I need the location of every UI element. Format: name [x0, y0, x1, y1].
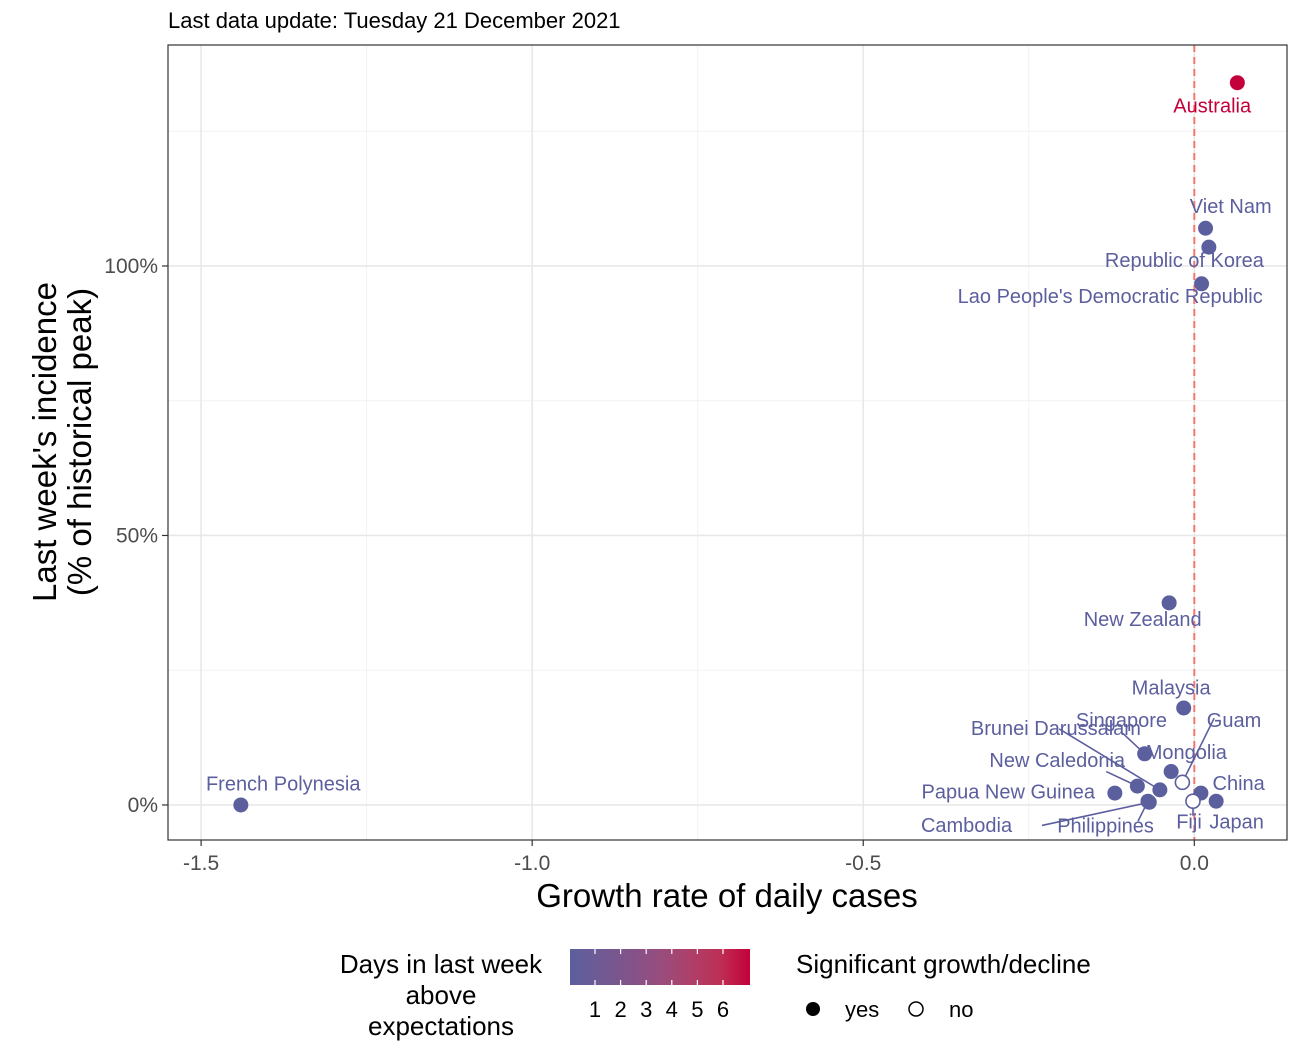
point-cambodia — [1141, 794, 1157, 810]
shape-legend-no-marker — [908, 1001, 924, 1017]
point-singapore — [1137, 746, 1153, 762]
shape-legend-yes-label: yes — [845, 997, 879, 1022]
point-mongolia — [1163, 764, 1179, 780]
shape-legend-items: yes no — [806, 997, 973, 1022]
x-axis-title: Growth rate of daily cases — [536, 877, 918, 914]
color-bar-label: 4 — [666, 997, 678, 1022]
y-axis-title-line2: (% of historical peak) — [61, 288, 98, 596]
color-legend-title-line2: above — [406, 980, 477, 1010]
leader-line-brunei-darussalam — [1058, 728, 1161, 791]
point-brunei-darussalam — [1152, 782, 1168, 798]
color-bar — [570, 949, 750, 985]
shape-legend-title: Significant growth/decline — [796, 949, 1091, 979]
chart-subtitle: Last data update: Tuesday 21 December 20… — [168, 8, 621, 33]
label-cambodia: Cambodia — [921, 815, 1013, 837]
shape-legend-yes-marker — [806, 1002, 820, 1016]
y-axis-title-line1: Last week's incidence — [26, 282, 63, 602]
point-republic-of-korea — [1201, 239, 1217, 255]
leader-line-cambodia — [1041, 801, 1150, 827]
plot-panel-border — [167, 44, 1288, 841]
label-malaysia: Malaysia — [1132, 677, 1212, 699]
x-tick-label: 0.0 — [1180, 852, 1209, 875]
label-new-caledonia: New Caledonia — [989, 750, 1126, 772]
color-legend-title-line1: Days in last week — [340, 949, 543, 979]
y-tick-label: 0% — [128, 794, 158, 817]
label-singapore: Singapore — [1076, 710, 1167, 732]
x-axis-ticks: -1.5 -1.0 -0.5 0.0 — [183, 840, 1209, 875]
point-japan — [1208, 793, 1224, 809]
label-china: China — [1213, 773, 1266, 795]
point-french-polynesia — [233, 797, 249, 813]
label-mongolia: Mongolia — [1146, 742, 1228, 764]
label-french-polynesia: French Polynesia — [206, 773, 361, 795]
x-tick-label: -1.5 — [183, 852, 219, 875]
color-bar-label: 1 — [589, 997, 601, 1022]
label-brunei-darussalam: Brunei Darussalam — [971, 718, 1141, 740]
point-guam — [1174, 774, 1191, 791]
data-points — [233, 75, 1245, 813]
y-axis-ticks: 0% 50% 100% — [104, 255, 168, 817]
leader-lines — [1041, 717, 1215, 827]
color-bar-label: 6 — [717, 997, 729, 1022]
point-labels: Australia Viet Nam Republic of Korea Lao Pe… — [206, 95, 1272, 837]
color-bar-label: 5 — [691, 997, 703, 1022]
y-tick-label: 100% — [104, 255, 158, 278]
leader-line-guam — [1181, 717, 1215, 783]
label-viet-nam: Viet Nam — [1190, 196, 1272, 218]
x-tick-label: -0.5 — [845, 852, 881, 875]
shape-legend-no-label: no — [949, 997, 973, 1022]
point-lao-people-s-democratic-republic — [1194, 276, 1210, 292]
label-papua-new-guinea: Papua New Guinea — [922, 781, 1096, 803]
color-legend-title: Days in last week above expectations — [340, 949, 543, 1041]
point-new-caledonia — [1129, 778, 1145, 794]
color-bar-gradient — [570, 949, 750, 985]
color-legend-title-line3: expectations — [368, 1011, 514, 1041]
point-viet-nam — [1198, 220, 1214, 236]
label-australia: Australia — [1173, 95, 1252, 117]
point-australia — [1229, 75, 1245, 91]
label-republic-of-korea: Republic of Korea — [1105, 250, 1265, 272]
color-bar-label: 2 — [614, 997, 626, 1022]
point-papua-new-guinea — [1107, 785, 1123, 801]
label-lao-people-s-democratic-republic: Lao People's Democratic Republic — [958, 286, 1263, 308]
point-fiji — [1185, 793, 1201, 809]
label-japan: Japan — [1209, 812, 1264, 834]
label-guam: Guam — [1207, 710, 1261, 732]
x-tick-label: -1.0 — [514, 852, 550, 875]
color-bar-label: 3 — [640, 997, 652, 1022]
label-new-zealand: New Zealand — [1084, 609, 1202, 631]
point-malaysia — [1176, 700, 1192, 716]
label-philippines: Philippines — [1057, 815, 1154, 837]
label-fiji: Fiji — [1176, 812, 1202, 834]
y-axis-title: Last week's incidence (% of historical p… — [26, 282, 98, 602]
point-new-zealand — [1161, 595, 1177, 611]
y-tick-label: 50% — [116, 524, 158, 547]
